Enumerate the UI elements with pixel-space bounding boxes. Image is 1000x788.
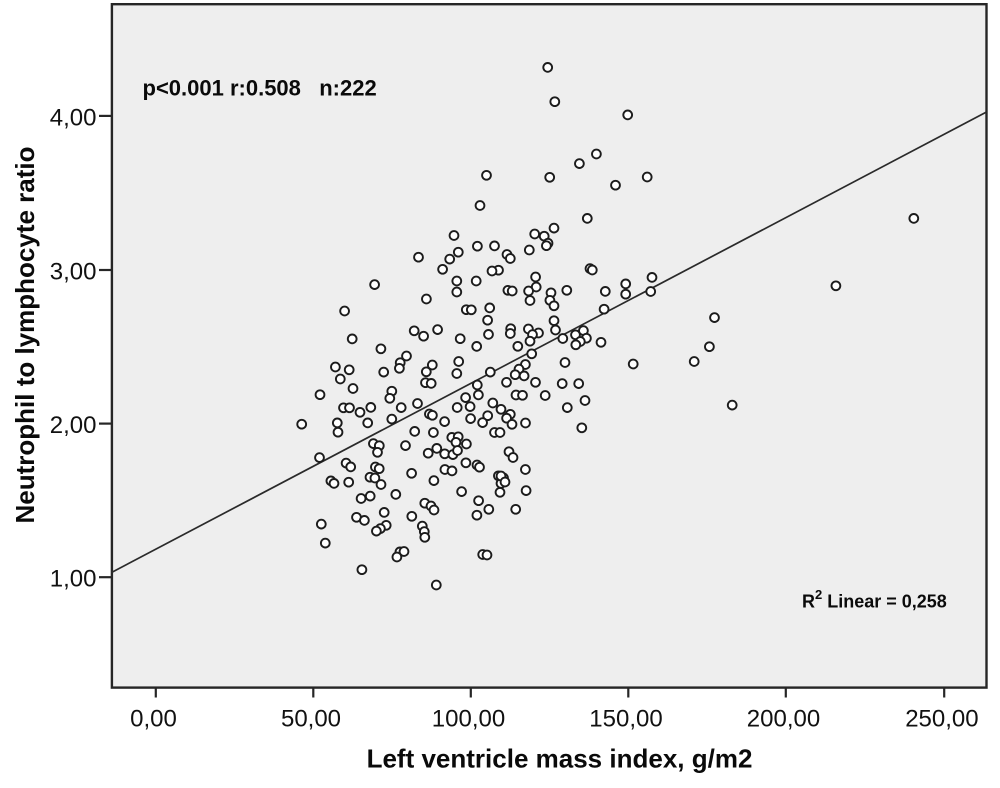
svg-text:R2 Linear = 0,258: R2 Linear = 0,258 — [802, 587, 947, 612]
svg-text:250,00: 250,00 — [905, 706, 978, 733]
svg-text:100,00: 100,00 — [432, 706, 505, 733]
svg-text:1,00: 1,00 — [50, 566, 97, 593]
svg-text:50,00: 50,00 — [281, 706, 341, 733]
svg-text:150,00: 150,00 — [589, 706, 662, 733]
svg-text:200,00: 200,00 — [747, 706, 820, 733]
svg-text:2,00: 2,00 — [50, 412, 97, 439]
svg-text:4,00: 4,00 — [50, 104, 97, 131]
svg-text:Neutrophil to lymphocyte ratio: Neutrophil to lymphocyte ratio — [10, 146, 40, 523]
svg-text:p<0.001 r:0.508 n:222: p<0.001 r:0.508 n:222 — [143, 75, 377, 100]
svg-text:Left ventricle mass index, g/m: Left ventricle mass index, g/m2 — [367, 744, 753, 774]
svg-text:0,00: 0,00 — [130, 706, 177, 733]
svg-text:3,00: 3,00 — [50, 259, 97, 286]
